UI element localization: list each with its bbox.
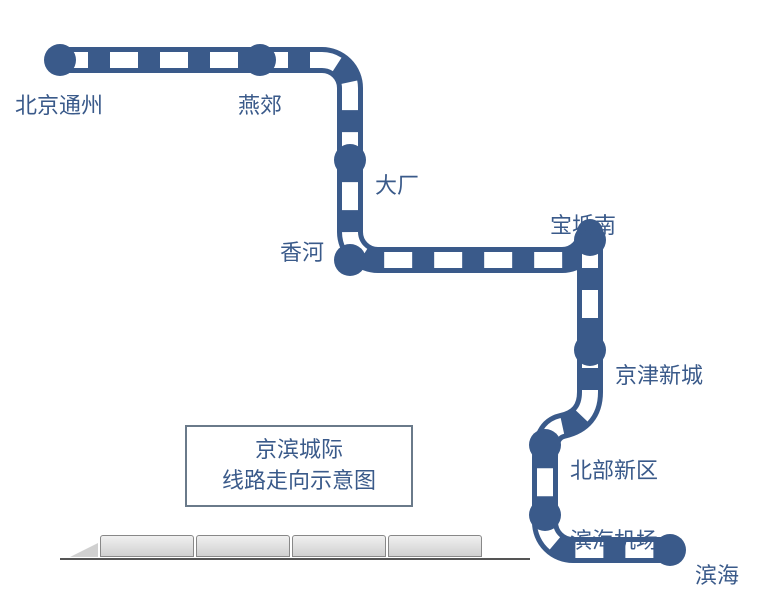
station-dachang (334, 144, 366, 176)
train-car (100, 535, 194, 557)
station-label-yanjiao: 燕郊 (238, 88, 282, 120)
train-nose (70, 543, 98, 557)
station-binhai-jichang (529, 499, 561, 531)
station-label-binhai: 滨海 (695, 558, 739, 590)
train-illustration (70, 535, 482, 557)
station-label-xianghe: 香河 (280, 235, 324, 267)
station-beijing-tongzhou (44, 44, 76, 76)
station-binhai (654, 534, 686, 566)
legend-box: 京滨城际 线路走向示意图 (185, 425, 413, 507)
station-label-dachang: 大厂 (375, 168, 419, 200)
station-label-beijing-tongzhou: 北京通州 (15, 88, 103, 120)
train-car (292, 535, 386, 557)
train-car (388, 535, 482, 557)
train-track (60, 558, 530, 560)
train-car (196, 535, 290, 557)
legend-line-1: 京滨城际 (199, 435, 399, 466)
station-yanjiao (244, 44, 276, 76)
legend-line-2: 线路走向示意图 (199, 466, 399, 497)
route-svg (0, 0, 770, 608)
station-label-jingjin-xincheng: 京津新城 (615, 358, 703, 390)
station-label-baodi-nan: 宝坻南 (550, 208, 616, 240)
station-label-beibu-xinqu: 北部新区 (570, 453, 658, 485)
station-label-binhai-jichang: 滨海机场 (570, 523, 658, 555)
station-xianghe (334, 244, 366, 276)
station-beibu-xinqu (529, 429, 561, 461)
station-jingjin-xincheng (574, 334, 606, 366)
